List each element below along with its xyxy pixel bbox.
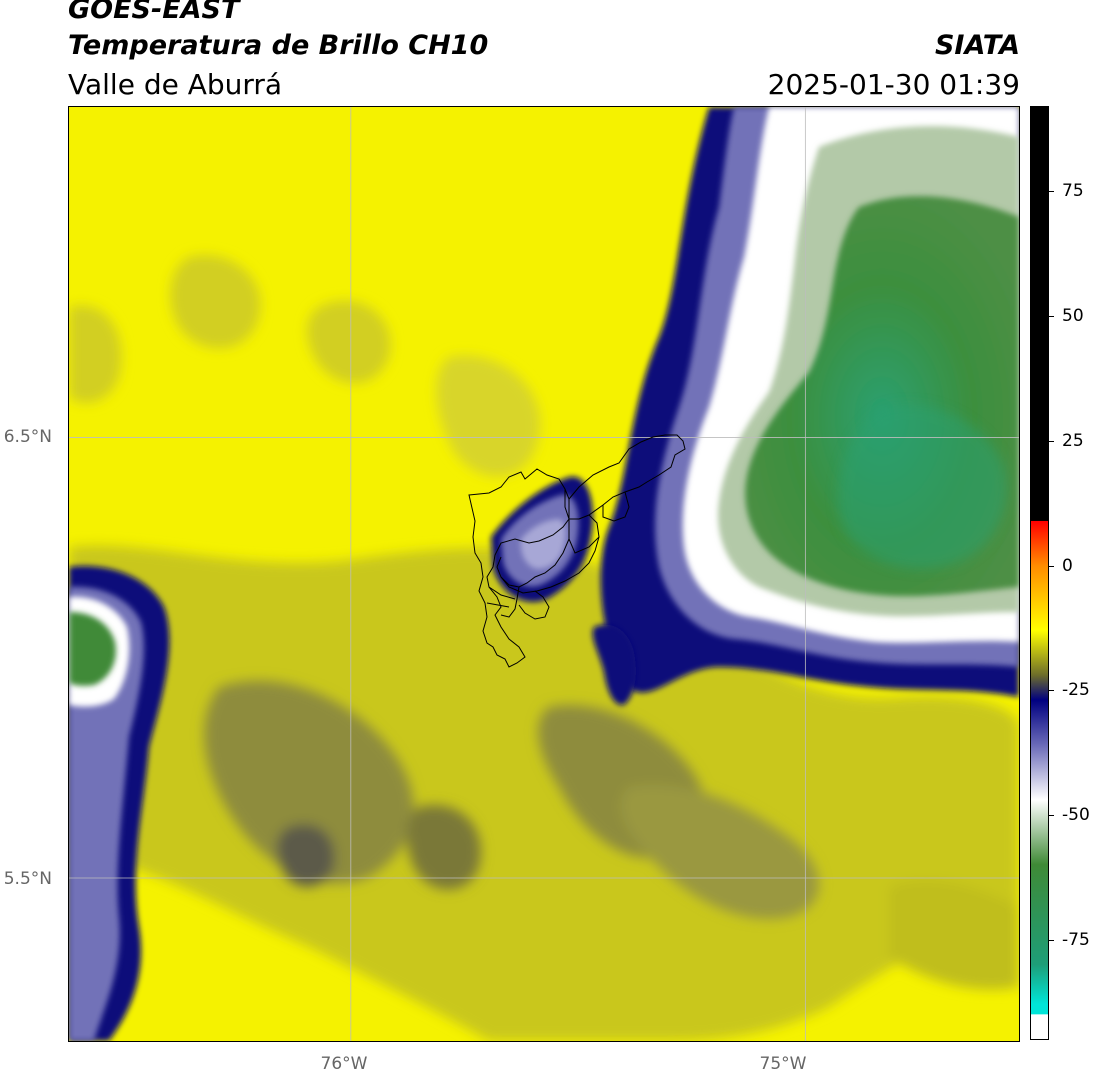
colorbar-tick-label: -75 <box>1062 930 1090 951</box>
municipal-boundaries <box>468 434 686 668</box>
lat-label-5-5: 5.5°N <box>3 869 52 889</box>
region-label: Valle de Aburrá <box>68 68 283 101</box>
colorbar-tick-label: 0 <box>1062 555 1073 576</box>
colorbar-tick-mark <box>1049 690 1054 692</box>
colorbar-tick-mark <box>1049 565 1054 567</box>
temperature-colorbar <box>1030 106 1049 1040</box>
colorbar-tick-label: 75 <box>1062 180 1084 201</box>
colorbar-tick-mark <box>1049 940 1054 942</box>
lat-label-6-5: 6.5°N <box>3 427 52 447</box>
satellite-title: GOES-EAST <box>68 0 240 25</box>
lon-label-75w: 75°W <box>759 1054 807 1074</box>
product-title: Temperatura de Brillo CH10 <box>68 30 489 61</box>
colorbar-tick-label: 25 <box>1062 430 1084 451</box>
colorbar-tick-mark <box>1049 315 1054 317</box>
timestamp-label: 2025-01-30 01:39 <box>767 68 1020 101</box>
colorbar-tick-label: 50 <box>1062 305 1084 326</box>
colorbar-tick-label: -25 <box>1062 680 1090 701</box>
organization-label: SIATA <box>934 30 1020 61</box>
satellite-map[interactable] <box>68 106 1020 1042</box>
graticule <box>69 107 1019 1041</box>
colorbar-tick-mark <box>1049 440 1054 442</box>
colorbar-tick-label: -50 <box>1062 805 1090 826</box>
colorbar-tick-mark <box>1049 190 1054 192</box>
lon-label-76w: 76°W <box>320 1054 368 1074</box>
dark-moisture-features <box>204 680 819 919</box>
brightness-temperature-field <box>69 107 1019 1041</box>
eastern-convective-system <box>600 107 1019 697</box>
colorbar-tick-mark <box>1049 815 1054 817</box>
western-convective-cloud <box>69 566 170 1041</box>
